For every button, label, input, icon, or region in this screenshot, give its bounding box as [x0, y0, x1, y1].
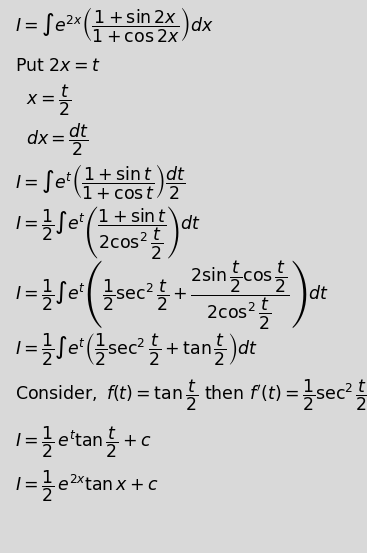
Text: $I = \dfrac{1}{2}\,e^{t}\tan\dfrac{t}{2}+c$: $I = \dfrac{1}{2}\,e^{t}\tan\dfrac{t}{2}…	[15, 425, 151, 460]
Text: $I = \dfrac{1}{2}\int e^{t}\left(\dfrac{1}{2}\sec^2\dfrac{t}{2}+\dfrac{2\sin\dfr: $I = \dfrac{1}{2}\int e^{t}\left(\dfrac{…	[15, 258, 328, 331]
Text: $I = \int e^{2x}\left(\dfrac{1+\sin 2x}{1+\cos 2x}\right)dx$: $I = \int e^{2x}\left(\dfrac{1+\sin 2x}{…	[15, 6, 213, 44]
Text: $x = \dfrac{t}{2}$: $x = \dfrac{t}{2}$	[26, 83, 71, 118]
Text: $dx = \dfrac{dt}{2}$: $dx = \dfrac{dt}{2}$	[26, 121, 89, 158]
Text: $I = \dfrac{1}{2}\,e^{2x}\tan x+c$: $I = \dfrac{1}{2}\,e^{2x}\tan x+c$	[15, 469, 158, 504]
Text: $\mathrm{Put\ }2x = t$: $\mathrm{Put\ }2x = t$	[15, 58, 101, 75]
Text: $I = \dfrac{1}{2}\int e^{t}\left(\dfrac{1+\sin t}{2\cos^2\dfrac{t}{2}}\right)dt$: $I = \dfrac{1}{2}\int e^{t}\left(\dfrac{…	[15, 204, 200, 261]
Text: $\mathrm{Consider,\ }f(t)=\tan\dfrac{t}{2}\ \mathrm{then\ }f'(t)=\dfrac{1}{2}\se: $\mathrm{Consider,\ }f(t)=\tan\dfrac{t}{…	[15, 378, 367, 413]
Text: $I = \int e^{t}\left(\dfrac{1+\sin t}{1+\cos t}\right)\dfrac{dt}{2}$: $I = \int e^{t}\left(\dfrac{1+\sin t}{1+…	[15, 162, 186, 201]
Text: $I = \dfrac{1}{2}\int e^{t}\left(\dfrac{1}{2}\sec^2\dfrac{t}{2}+\tan\dfrac{t}{2}: $I = \dfrac{1}{2}\int e^{t}\left(\dfrac{…	[15, 331, 258, 368]
